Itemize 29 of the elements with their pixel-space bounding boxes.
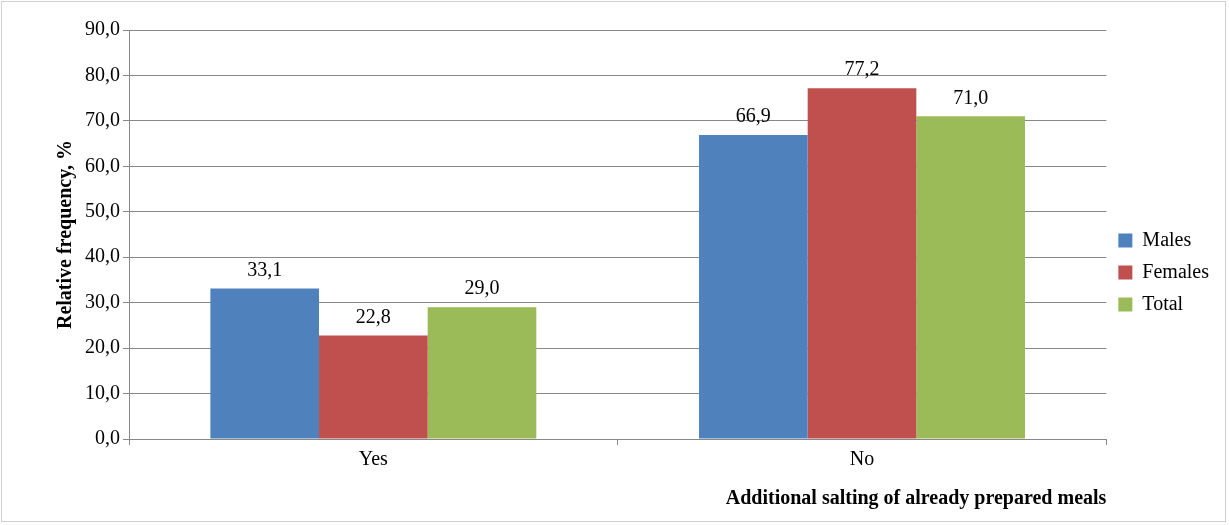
data-label: 29,0: [464, 276, 500, 299]
y-tick-label: 70,0: [85, 108, 120, 131]
data-label: 77,2: [844, 57, 880, 80]
data-label: 71,0: [953, 85, 989, 108]
y-tick-label: 10,0: [85, 380, 120, 403]
y-tick-label: 90,0: [85, 17, 120, 40]
y-tick-label: 20,0: [85, 335, 120, 358]
y-tick-label: 0,0: [95, 426, 120, 449]
bar: [319, 335, 428, 439]
data-label: 66,9: [735, 104, 771, 127]
x-axis-title: Additional salting of already prepared meals: [725, 486, 1107, 510]
y-tick-label: 60,0: [85, 153, 120, 176]
y-tick-label: 30,0: [85, 289, 120, 312]
bar: [699, 134, 808, 439]
x-tick-label: No: [849, 447, 875, 470]
data-label: 33,1: [247, 257, 283, 280]
legend-label: Total: [1142, 291, 1184, 314]
y-tick-label: 80,0: [85, 62, 120, 85]
x-tick-label: Yes: [358, 447, 389, 470]
data-label: 22,8: [355, 304, 391, 327]
y-axis-title: Relative frequency, %: [53, 139, 77, 330]
y-tick-label: 40,0: [85, 244, 120, 267]
legend-label: Males: [1142, 227, 1192, 250]
bar: [210, 288, 320, 439]
bar: [427, 307, 537, 439]
legend-label: Females: [1142, 259, 1210, 282]
y-tick-label: 50,0: [85, 199, 120, 222]
bar: [916, 116, 1025, 439]
bar: [807, 88, 917, 439]
